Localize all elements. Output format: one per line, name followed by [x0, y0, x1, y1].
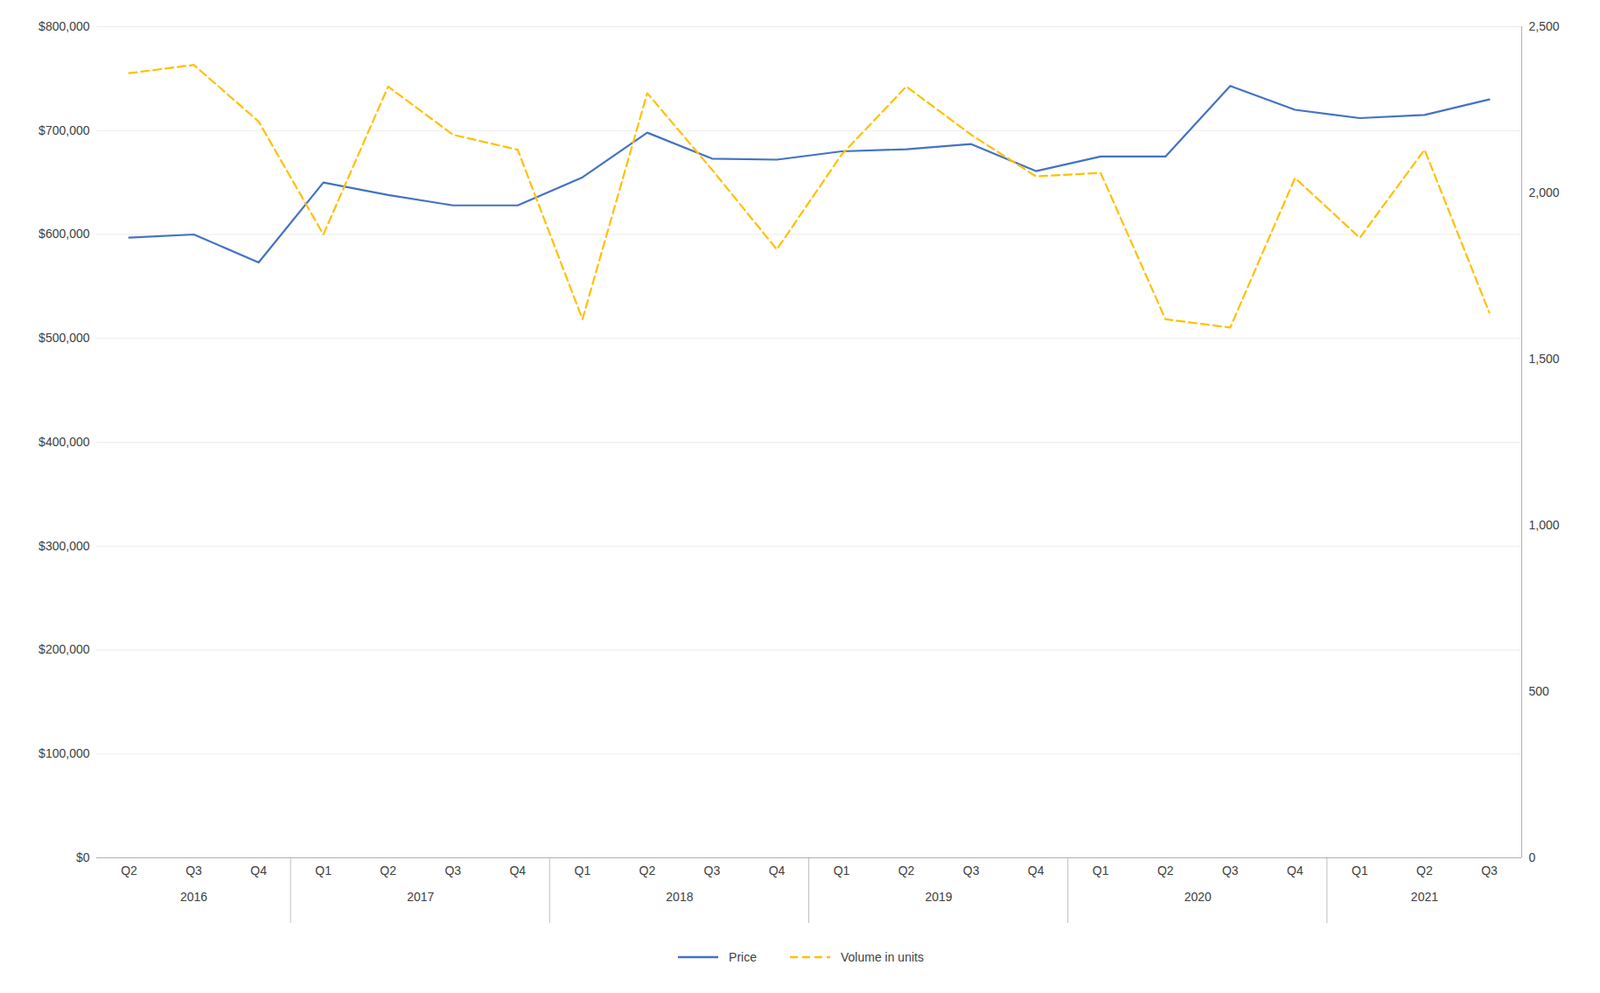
svg-text:Q2: Q2: [1416, 863, 1433, 878]
svg-text:Q1: Q1: [314, 863, 332, 878]
svg-text:Q3: Q3: [1222, 863, 1239, 878]
svg-text:Q2: Q2: [639, 863, 657, 878]
svg-text:0: 0: [1529, 850, 1537, 865]
svg-text:$600,000: $600,000: [38, 226, 91, 241]
svg-text:Q4: Q4: [768, 863, 786, 878]
svg-text:$100,000: $100,000: [38, 746, 91, 761]
svg-text:Q2: Q2: [1157, 863, 1174, 878]
svg-text:Q2: Q2: [120, 863, 138, 878]
svg-text:2020: 2020: [1184, 889, 1212, 904]
svg-text:Q3: Q3: [185, 863, 203, 878]
svg-text:$500,000: $500,000: [38, 330, 91, 345]
svg-text:1,000: 1,000: [1529, 517, 1560, 532]
svg-text:$200,000: $200,000: [38, 642, 91, 657]
svg-text:2019: 2019: [925, 889, 953, 904]
svg-text:Q4: Q4: [1286, 863, 1304, 878]
svg-text:1,500: 1,500: [1529, 351, 1560, 366]
html-text:Volume in units: Volume in units: [840, 950, 924, 965]
svg-text:Q3: Q3: [1481, 863, 1498, 878]
svg-text:Q1: Q1: [1092, 863, 1110, 878]
svg-text:Q3: Q3: [963, 863, 980, 878]
svg-text:Q3: Q3: [444, 863, 462, 878]
svg-text:Q2: Q2: [379, 863, 397, 878]
svg-text:$300,000: $300,000: [38, 538, 91, 553]
svg-text:2016: 2016: [180, 889, 208, 904]
svg-text:Q1: Q1: [833, 863, 851, 878]
svg-text:2021: 2021: [1411, 889, 1439, 904]
svg-text:Q1: Q1: [573, 863, 591, 878]
svg-text:2018: 2018: [665, 889, 693, 904]
svg-text:$700,000: $700,000: [38, 123, 91, 138]
svg-text:500: 500: [1529, 684, 1551, 699]
html-text:Price: Price: [728, 950, 757, 965]
svg-text:Q4: Q4: [1027, 863, 1045, 878]
svg-text:$800,000: $800,000: [38, 19, 91, 34]
svg-text:Q1: Q1: [1351, 863, 1369, 878]
svg-text:Q4: Q4: [509, 863, 526, 878]
svg-text:2017: 2017: [406, 889, 434, 904]
svg-text:Q3: Q3: [704, 863, 721, 878]
svg-text:2,000: 2,000: [1529, 185, 1560, 200]
svg-text:2,500: 2,500: [1529, 19, 1560, 34]
svg-text:$400,000: $400,000: [38, 434, 91, 449]
svg-text:$0: $0: [76, 850, 91, 865]
svg-text:Q2: Q2: [898, 863, 916, 878]
svg-text:Q4: Q4: [250, 863, 267, 878]
